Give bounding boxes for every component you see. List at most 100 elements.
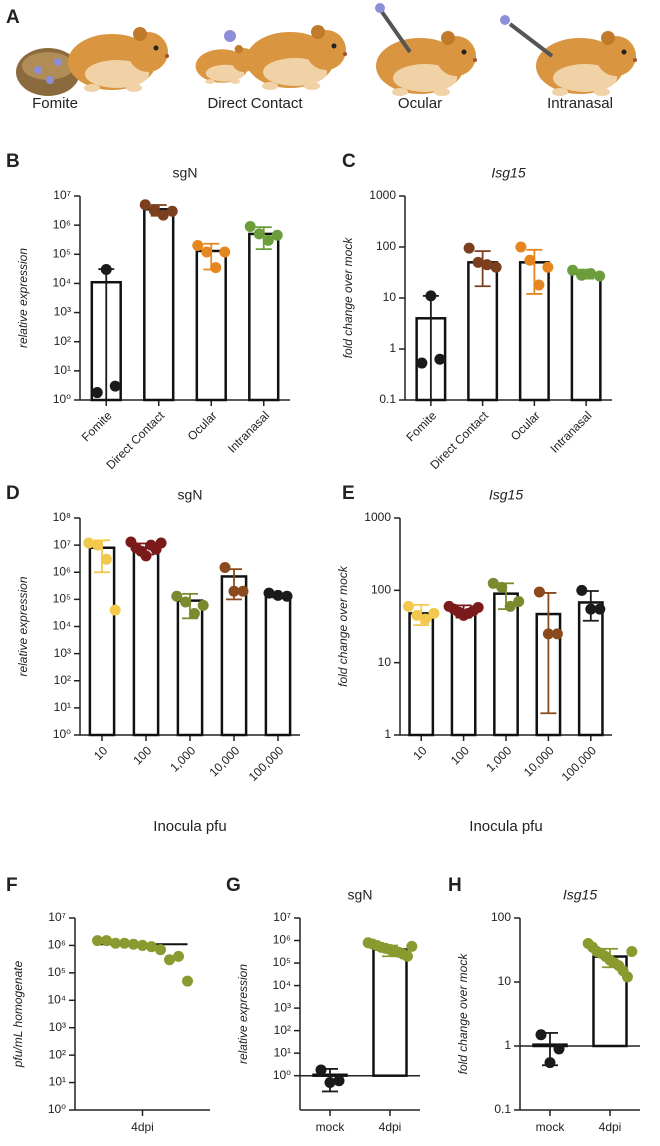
route-label: Ocular bbox=[398, 95, 442, 112]
y-tick-label: 10² bbox=[54, 673, 71, 687]
y-tick-label: 10³ bbox=[49, 1020, 66, 1034]
x-tick-label: Ocular bbox=[508, 408, 543, 443]
data-point bbox=[401, 950, 413, 962]
data-point bbox=[253, 228, 265, 240]
bar bbox=[132, 546, 160, 737]
data-point bbox=[567, 264, 579, 276]
data-point bbox=[109, 604, 121, 616]
y-tick-label: 10¹ bbox=[49, 1075, 66, 1089]
y-tick-label: 1000 bbox=[364, 510, 391, 524]
data-point bbox=[472, 601, 484, 613]
x-tick-label: Intranasal bbox=[547, 408, 594, 455]
data-point bbox=[146, 941, 157, 953]
data-point bbox=[416, 357, 428, 369]
panel-letter: B bbox=[6, 151, 20, 172]
data-point bbox=[542, 261, 554, 273]
chart-title: sgN bbox=[178, 487, 203, 503]
bar bbox=[220, 575, 248, 737]
x-tick-label: mock bbox=[536, 1120, 566, 1134]
x-tick-label: 1,000 bbox=[483, 743, 514, 774]
bar bbox=[248, 232, 280, 402]
bar bbox=[577, 601, 604, 737]
hamster bbox=[536, 31, 637, 96]
y-tick-label: 10⁸ bbox=[53, 510, 71, 524]
chart-title: Isg15 bbox=[489, 487, 523, 503]
y-tick-label: 10⁰ bbox=[273, 1068, 291, 1082]
y-tick-label: 10⁵ bbox=[273, 955, 291, 969]
data-point bbox=[594, 603, 606, 615]
data-point bbox=[315, 1064, 327, 1076]
x-tick-label: 1,000 bbox=[167, 743, 198, 774]
data-point bbox=[92, 935, 103, 947]
panel-letter: H bbox=[448, 875, 462, 896]
y-tick-label: 1 bbox=[389, 341, 396, 355]
data-point bbox=[515, 241, 527, 253]
y-tick-label: 10⁶ bbox=[53, 564, 71, 578]
y-tick-label: 10⁷ bbox=[273, 910, 291, 924]
data-point bbox=[188, 608, 200, 620]
data-point bbox=[155, 537, 167, 549]
data-point bbox=[333, 1075, 345, 1087]
data-point bbox=[171, 590, 183, 602]
route-label: Intranasal bbox=[547, 95, 613, 112]
y-tick-label: 1 bbox=[384, 727, 391, 741]
data-point bbox=[262, 234, 274, 246]
data-point bbox=[83, 537, 95, 549]
data-point bbox=[281, 590, 293, 602]
x-tick-label: 10,000 bbox=[521, 743, 557, 779]
data-point bbox=[524, 254, 536, 266]
bar bbox=[450, 609, 477, 737]
x-tick-label: 10,000 bbox=[207, 743, 243, 779]
y-tick-label: 10 bbox=[498, 974, 512, 988]
y-tick-label: 100 bbox=[371, 583, 391, 597]
x-tick-label: Ocular bbox=[185, 408, 220, 443]
chart-title: Isg15 bbox=[563, 887, 597, 903]
y-tick-label: 10⁷ bbox=[48, 910, 66, 924]
data-point bbox=[140, 550, 152, 562]
data-point bbox=[481, 259, 493, 271]
virus bbox=[224, 30, 236, 42]
chart-title: sgN bbox=[173, 165, 198, 181]
x-axis-label: Inocula pfu bbox=[153, 818, 226, 835]
hamster bbox=[68, 27, 169, 92]
data-point bbox=[192, 240, 204, 252]
data-point bbox=[402, 600, 414, 612]
y-tick-label: 10⁶ bbox=[48, 938, 66, 952]
data-point bbox=[472, 256, 484, 268]
data-point bbox=[496, 581, 508, 593]
data-point bbox=[109, 380, 121, 392]
route-label: Fomite bbox=[32, 95, 78, 112]
data-point bbox=[219, 561, 231, 573]
data-point bbox=[100, 553, 112, 565]
data-point bbox=[164, 954, 175, 966]
y-tick-label: 10⁷ bbox=[53, 537, 71, 551]
x-tick-label: 4dpi bbox=[599, 1120, 622, 1134]
panel-letter: D bbox=[6, 483, 20, 504]
pipette bbox=[508, 22, 554, 58]
data-point bbox=[180, 596, 192, 608]
data-point bbox=[166, 205, 178, 217]
panel-letter: E bbox=[342, 483, 355, 504]
data-point bbox=[155, 944, 166, 956]
data-point bbox=[490, 261, 502, 273]
data-point bbox=[271, 229, 283, 241]
x-tick-label: 100 bbox=[130, 743, 154, 767]
data-point bbox=[406, 940, 418, 952]
virus bbox=[500, 15, 510, 25]
y-tick-label: 0.1 bbox=[379, 392, 396, 406]
data-point bbox=[119, 937, 130, 949]
y-tick-label: 10² bbox=[54, 334, 71, 348]
data-point bbox=[263, 587, 275, 599]
data-point bbox=[533, 279, 545, 291]
data-point bbox=[182, 975, 193, 987]
data-point bbox=[553, 1043, 565, 1055]
x-tick-label: 100,000 bbox=[246, 743, 287, 784]
x-tick-label: Fomite bbox=[403, 408, 439, 444]
bar bbox=[195, 249, 227, 402]
data-point bbox=[428, 607, 440, 619]
data-point bbox=[197, 599, 209, 611]
x-tick-label: Fomite bbox=[79, 408, 115, 444]
y-tick-label: 10⁰ bbox=[53, 392, 71, 406]
y-tick-label: 10⁶ bbox=[273, 933, 291, 947]
